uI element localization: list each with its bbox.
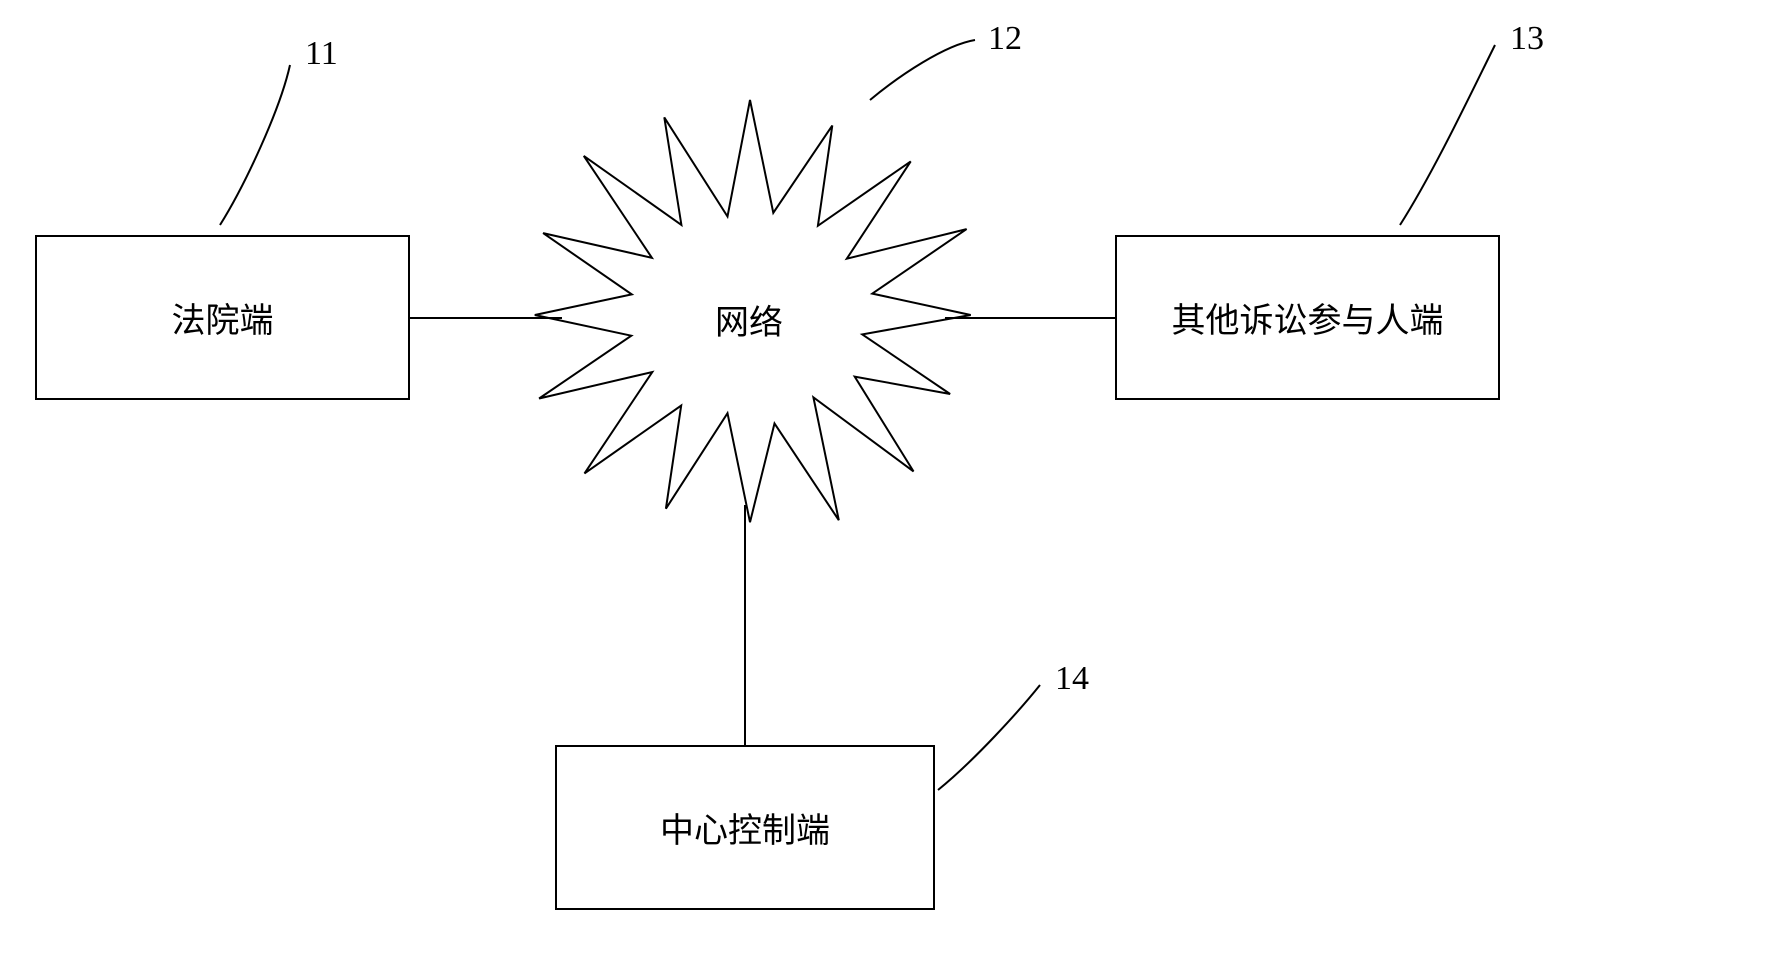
ref-num-14: 14 [1055, 660, 1089, 698]
node-control-label: 中心控制端 [660, 803, 830, 852]
ref-num-12: 12 [988, 20, 1022, 58]
node-network-label: 网络 [715, 295, 783, 344]
node-court: 法院端 [35, 235, 410, 400]
node-court-label: 法院端 [172, 293, 274, 342]
ref-num-11: 11 [305, 35, 338, 73]
ref-num-13: 13 [1510, 20, 1544, 58]
node-participant: 其他诉讼参与人端 [1115, 235, 1500, 400]
diagram-canvas: 法院端 11 网络 12 其他诉讼参与人端 13 中心控制端 14 [0, 0, 1786, 965]
node-control: 中心控制端 [555, 745, 935, 910]
node-participant-label: 其他诉讼参与人端 [1172, 293, 1444, 342]
